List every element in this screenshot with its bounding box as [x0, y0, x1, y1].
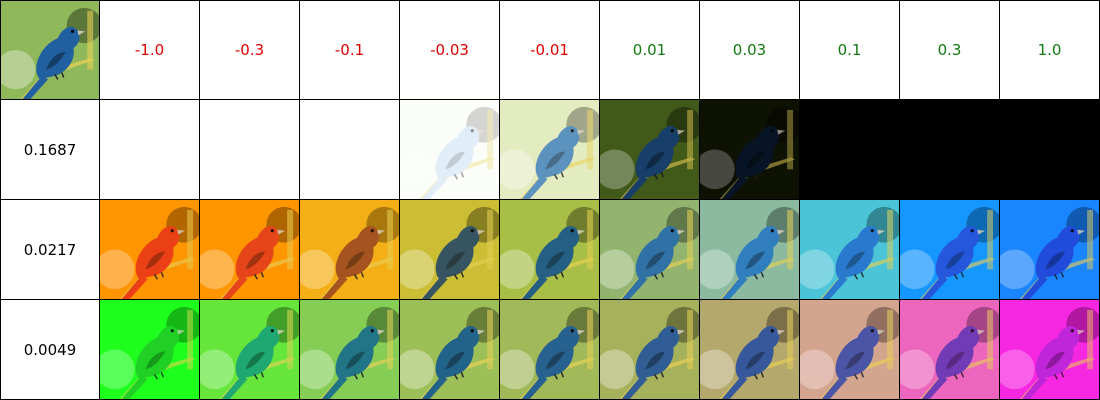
bird-image — [800, 300, 899, 399]
column-header: 0.03 — [700, 0, 800, 100]
tinted-image-cell — [500, 100, 600, 200]
bird-image — [600, 100, 699, 199]
original-image — [0, 0, 100, 100]
tinted-image-cell — [800, 200, 900, 300]
bird-image — [100, 300, 199, 399]
column-header: -0.03 — [400, 0, 500, 100]
bird-image — [1000, 300, 1099, 399]
tinted-image-cell — [600, 200, 700, 300]
column-header: 0.01 — [600, 0, 700, 100]
column-header: -0.3 — [200, 0, 300, 100]
bird-image — [1, 1, 99, 99]
tinted-image-cell — [900, 100, 1000, 200]
tinted-image-cell — [100, 300, 200, 400]
bird-image — [300, 300, 399, 399]
tinted-image-cell — [800, 100, 900, 200]
column-header-label: -0.1 — [334, 41, 365, 59]
bird-image — [200, 200, 299, 299]
bird-image — [900, 100, 999, 199]
column-header-label: 0.3 — [937, 41, 962, 59]
column-header-label: 0.03 — [732, 41, 767, 59]
bird-image — [1000, 100, 1099, 199]
row-header: 0.0049 — [0, 300, 100, 400]
tinted-image-cell — [300, 300, 400, 400]
column-header: -0.01 — [500, 0, 600, 100]
column-header: 0.1 — [800, 0, 900, 100]
bird-image — [800, 100, 899, 199]
bird-image — [500, 200, 599, 299]
bird-image — [600, 300, 699, 399]
tinted-image-cell — [1000, 300, 1100, 400]
bird-image — [700, 100, 799, 199]
tinted-image-cell — [700, 200, 800, 300]
column-header-label: 0.1 — [837, 41, 862, 59]
bird-image — [300, 200, 399, 299]
column-header-label: 0.01 — [632, 41, 667, 59]
bird-image — [900, 200, 999, 299]
tinted-image-cell — [600, 300, 700, 400]
bird-image — [200, 300, 299, 399]
row-header: 0.1687 — [0, 100, 100, 200]
bird-image — [100, 100, 199, 199]
column-header-label: 1.0 — [1037, 41, 1062, 59]
tinted-image-cell — [800, 300, 900, 400]
tinted-image-cell — [700, 100, 800, 200]
column-header-label: -0.01 — [530, 41, 569, 59]
tinted-image-cell — [100, 100, 200, 200]
column-header: 0.3 — [900, 0, 1000, 100]
bird-image — [400, 100, 499, 199]
tinted-image-cell — [200, 200, 300, 300]
tinted-image-cell — [500, 200, 600, 300]
tinted-image-cell — [400, 100, 500, 200]
tinted-image-cell — [700, 300, 800, 400]
tinted-image-cell — [500, 300, 600, 400]
bird-image — [900, 300, 999, 399]
tinted-image-cell — [900, 300, 1000, 400]
tinted-image-cell — [400, 300, 500, 400]
bird-image — [600, 200, 699, 299]
tinted-image-cell — [200, 100, 300, 200]
bird-image — [500, 100, 599, 199]
tinted-image-cell — [100, 200, 200, 300]
tinted-image-cell — [300, 100, 400, 200]
bird-image — [100, 200, 199, 299]
tinted-image-cell — [400, 200, 500, 300]
bird-image — [1000, 200, 1099, 299]
tinted-image-cell — [300, 200, 400, 300]
tinted-image-cell — [200, 300, 300, 400]
row-header: 0.0217 — [0, 200, 100, 300]
bird-image — [500, 300, 599, 399]
row-header-label: 0.1687 — [23, 140, 77, 159]
column-header: -0.1 — [300, 0, 400, 100]
column-header: -1.0 — [100, 0, 200, 100]
tinted-image-cell — [1000, 200, 1100, 300]
column-header-label: -0.03 — [430, 41, 469, 59]
bird-image — [800, 200, 899, 299]
bird-image — [400, 200, 499, 299]
row-header-label: 0.0217 — [23, 240, 77, 259]
tinted-image-cell — [900, 200, 1000, 300]
bird-image — [400, 300, 499, 399]
tinted-image-cell — [600, 100, 700, 200]
bird-image — [700, 200, 799, 299]
row-header-label: 0.0049 — [23, 340, 77, 359]
bird-image — [200, 100, 299, 199]
bird-image — [300, 100, 399, 199]
column-header-label: -0.3 — [234, 41, 265, 59]
tinted-image-cell — [1000, 100, 1100, 200]
bird-image — [700, 300, 799, 399]
column-header-label: -1.0 — [134, 41, 165, 59]
column-header: 1.0 — [1000, 0, 1100, 100]
